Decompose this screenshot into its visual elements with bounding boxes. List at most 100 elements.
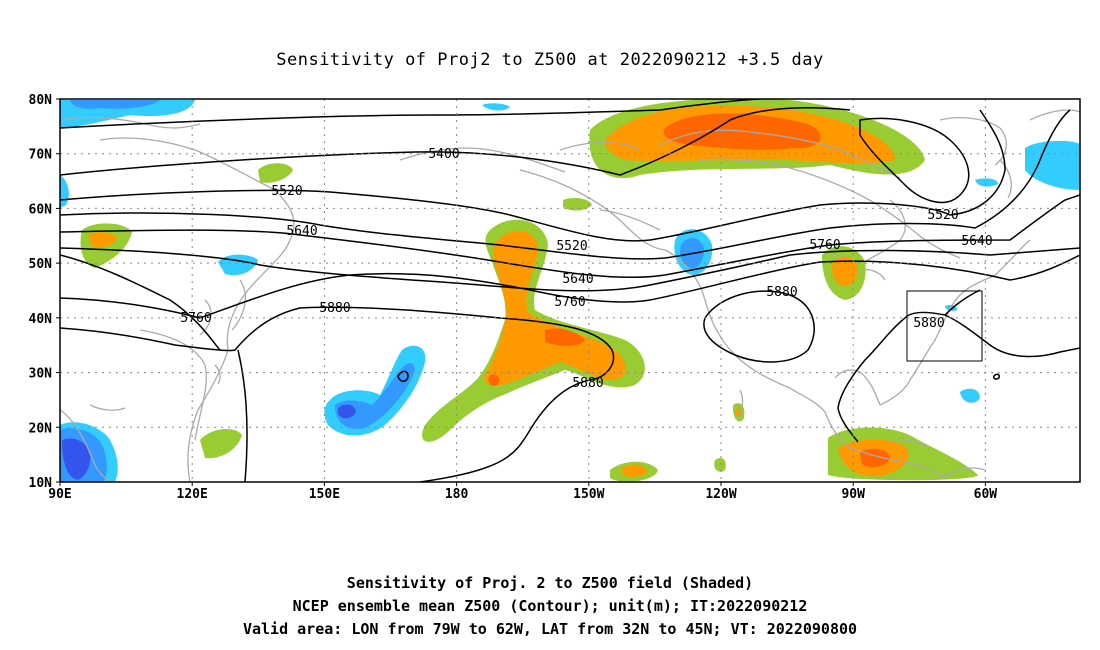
positive-region bbox=[488, 374, 500, 386]
coastline bbox=[879, 274, 996, 406]
coastline bbox=[939, 117, 1007, 166]
coastline bbox=[231, 279, 246, 331]
lon-tick-label: 150W bbox=[573, 487, 604, 502]
z500-contour bbox=[419, 379, 591, 482]
valid-area-box bbox=[906, 290, 983, 362]
longitude-axis: 90E 120E 150E 180 150W 120W 90W 60W bbox=[48, 482, 997, 502]
positive-region bbox=[622, 464, 648, 477]
caption-valid-area: Valid area: LON from 79W to 62W, LAT fro… bbox=[242, 620, 858, 638]
contour-label: 5640 bbox=[562, 272, 593, 287]
z500-contour bbox=[397, 370, 409, 382]
negative-region bbox=[975, 178, 998, 187]
caption-shading: Sensitivity of Proj. 2 to Z500 field (Sh… bbox=[346, 574, 754, 592]
lat-tick-label: 50N bbox=[29, 257, 53, 272]
positive-region bbox=[832, 256, 858, 287]
coastline bbox=[939, 467, 986, 479]
coastline bbox=[60, 116, 201, 129]
positive-region bbox=[88, 232, 118, 248]
lon-tick-label: 150E bbox=[309, 487, 340, 502]
contour-label: 5640 bbox=[961, 234, 992, 249]
negative-region bbox=[482, 103, 510, 111]
negative-region bbox=[960, 388, 980, 403]
z500-contour bbox=[60, 254, 221, 351]
coastline bbox=[859, 194, 961, 259]
contour-label: 5760 bbox=[180, 311, 211, 326]
coastline bbox=[859, 268, 886, 281]
coastline bbox=[199, 299, 212, 336]
coastline bbox=[834, 369, 881, 406]
contour-label: 5640 bbox=[286, 224, 317, 239]
coastline bbox=[519, 169, 666, 251]
lat-tick-label: 80N bbox=[29, 93, 53, 108]
contour-label: 5880 bbox=[319, 301, 350, 316]
negative-region bbox=[1025, 140, 1080, 190]
lon-tick-label: 90E bbox=[48, 487, 71, 502]
negative-region bbox=[70, 100, 160, 109]
coastline bbox=[399, 147, 566, 173]
coastline bbox=[659, 129, 901, 179]
lat-tick-label: 30N bbox=[29, 367, 53, 382]
lat-tick-label: 20N bbox=[29, 421, 53, 436]
negative-region bbox=[60, 175, 69, 208]
positive-region bbox=[714, 458, 726, 472]
lat-tick-label: 60N bbox=[29, 202, 53, 217]
lon-tick-label: 180 bbox=[445, 487, 469, 502]
contour-label: 5760 bbox=[554, 295, 585, 310]
chart-title: Sensitivity of Proj2 to Z500 at 20220902… bbox=[276, 50, 824, 70]
positive-region bbox=[484, 230, 626, 386]
z500-contour bbox=[60, 306, 615, 381]
coastline bbox=[789, 387, 851, 449]
positive-region bbox=[200, 428, 242, 459]
contour-label: 5880 bbox=[913, 316, 944, 331]
coastline bbox=[599, 209, 661, 231]
negative-region bbox=[62, 438, 91, 480]
z500-contour bbox=[944, 314, 1080, 358]
positive-region bbox=[545, 328, 585, 346]
coastline bbox=[139, 329, 207, 441]
negative-region bbox=[338, 404, 356, 419]
z500-contour bbox=[60, 194, 1080, 279]
contour-labels: 5400552056405760588055205640576058805520… bbox=[180, 147, 992, 391]
z500-contour bbox=[60, 99, 761, 129]
positive-region bbox=[735, 408, 742, 418]
coastline bbox=[999, 159, 1012, 199]
contour-label: 5520 bbox=[927, 208, 958, 223]
z500-contour bbox=[60, 106, 851, 176]
coastline bbox=[559, 141, 641, 151]
coastline bbox=[889, 438, 931, 449]
contour-label: 5400 bbox=[428, 147, 459, 162]
latitude-axis: 80N 70N 60N 50N 40N 30N 20N 10N bbox=[29, 93, 60, 491]
coastlines bbox=[60, 109, 1080, 482]
coastline bbox=[99, 137, 295, 241]
coastline bbox=[864, 199, 906, 263]
coastline bbox=[737, 389, 744, 419]
lat-tick-label: 40N bbox=[29, 312, 53, 327]
gridlines bbox=[60, 99, 1080, 482]
z500-contour bbox=[237, 349, 248, 482]
coastline bbox=[89, 404, 126, 411]
z500-contour bbox=[60, 247, 1080, 292]
coastline bbox=[214, 364, 221, 385]
z500-contour bbox=[993, 373, 1000, 380]
contour-label: 5760 bbox=[809, 238, 840, 253]
caption-contour: NCEP ensemble mean Z500 (Contour); unit(… bbox=[292, 597, 808, 615]
z500-contour bbox=[60, 254, 1080, 319]
coastline bbox=[994, 239, 1031, 276]
lon-tick-label: 60W bbox=[974, 487, 998, 502]
z500-contours bbox=[60, 99, 1080, 482]
lat-tick-label: 70N bbox=[29, 148, 53, 163]
z500-contour bbox=[60, 109, 1071, 260]
positive-region bbox=[563, 197, 592, 211]
coastline bbox=[699, 158, 861, 196]
plot-frame bbox=[59, 98, 1081, 483]
lat-tick-label: 10N bbox=[29, 476, 53, 491]
lon-tick-label: 120E bbox=[177, 487, 208, 502]
z500-contour bbox=[837, 289, 981, 443]
z500-contour bbox=[60, 109, 1006, 242]
z500-contour bbox=[703, 290, 815, 363]
contour-label: 5880 bbox=[766, 285, 797, 300]
coastline bbox=[664, 249, 791, 389]
negative-region bbox=[218, 254, 258, 276]
contour-label: 5520 bbox=[556, 239, 587, 254]
